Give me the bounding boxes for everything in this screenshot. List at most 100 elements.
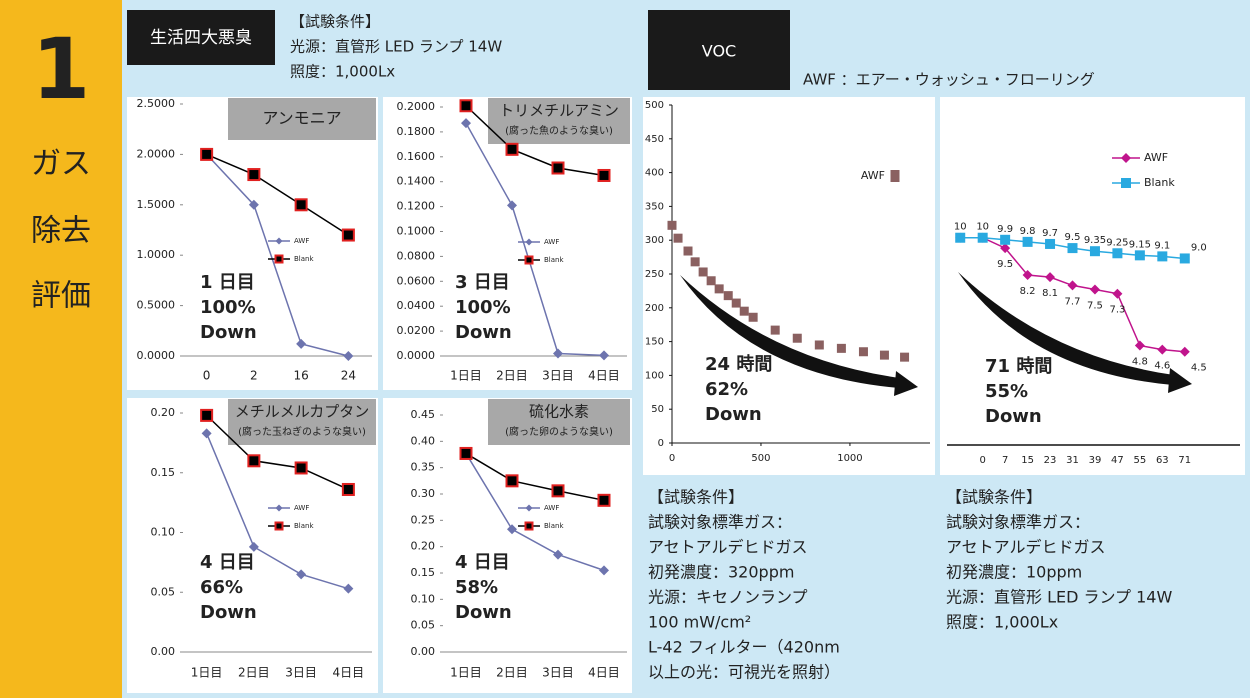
point [858, 347, 868, 357]
side-label: ガス [31, 147, 91, 182]
point [792, 333, 802, 343]
point [341, 482, 355, 496]
y-tick-label: 0.40 [411, 434, 436, 447]
x-tick-label: 2 [250, 369, 258, 383]
point [706, 276, 716, 286]
y-tick-label: 200 [645, 303, 664, 314]
chart-title: アンモニア [262, 109, 341, 128]
point [1000, 243, 1011, 254]
x-tick-label: 0 [669, 453, 675, 464]
y-tick-label: 450 [645, 134, 664, 145]
title-box [488, 98, 630, 144]
point [1045, 238, 1056, 249]
annotation: Down [455, 602, 512, 623]
x-tick-label: 31 [1066, 455, 1079, 466]
trend-arrow [680, 275, 900, 388]
legend-label: AWF [294, 237, 309, 245]
panel [383, 398, 632, 693]
x-tick-label: 3日目 [285, 666, 317, 680]
x-tick-label: 3日目 [542, 666, 574, 680]
side-band [0, 0, 122, 698]
point [200, 408, 214, 422]
y-tick-label: 0.15 [151, 466, 176, 479]
annotation: 1 日目 [200, 272, 255, 293]
x-tick-label: 1000 [837, 453, 862, 464]
series-line [465, 122, 605, 357]
point [814, 340, 824, 350]
y-tick-label: 0.05 [151, 585, 176, 598]
point [507, 524, 517, 535]
point [879, 350, 889, 360]
legend-marker [1121, 153, 1131, 163]
data-label: 9.15 [1129, 239, 1151, 250]
data-label: 10 [976, 222, 989, 233]
y-tick-label: 0.15 [411, 566, 436, 579]
y-tick-label: 0.1000 [397, 225, 436, 238]
annotation: 24 時間 [705, 354, 772, 375]
condition-line: 照度：1,000Lx [290, 63, 395, 81]
data-label: 9.5 [997, 259, 1013, 270]
condition-line: 試験対象標準ガス： [946, 513, 1090, 532]
header-title: 生活四大悪臭 [150, 28, 252, 48]
chart-subtitle: (腐った卵のような臭い) [505, 425, 613, 438]
x-tick-label: 16 [293, 369, 308, 383]
annotation: 3 日目 [455, 272, 510, 293]
x-tick-label: 15 [1021, 455, 1034, 466]
condition-line: L-42 フィルター（420nm [648, 638, 840, 657]
series-line [206, 414, 349, 491]
y-tick-label: 0.35 [411, 461, 436, 474]
point [731, 298, 741, 308]
y-tick-label: 0.20 [151, 406, 176, 419]
point [673, 233, 683, 243]
y-tick-label: 0.20 [411, 540, 436, 553]
y-tick-label: 0.25 [411, 513, 436, 526]
legend-label: Blank [294, 255, 314, 263]
data-label: 4.6 [1154, 361, 1170, 372]
data-label: 9.25 [1106, 237, 1128, 248]
point [505, 474, 519, 488]
chart-title: メチルメルカプタン [235, 403, 370, 421]
annotation: 100% [455, 297, 511, 318]
legend-label: AWF [1144, 151, 1168, 164]
annotation: Down [705, 404, 762, 425]
x-tick-label: 55 [1133, 455, 1146, 466]
header-box [648, 10, 790, 90]
point [1000, 234, 1011, 245]
point [247, 454, 261, 468]
title-box [488, 399, 630, 445]
annotation: 62% [705, 379, 748, 400]
point [1067, 280, 1078, 291]
point [551, 484, 565, 498]
x-tick-label: 1日目 [191, 666, 223, 680]
y-tick-label: 0.0400 [397, 299, 436, 312]
point [294, 461, 308, 475]
trend-arrow [958, 272, 1174, 385]
side-label: 評価 [31, 279, 91, 314]
data-label: 9.0 [1191, 242, 1207, 253]
data-label: 7.7 [1065, 296, 1081, 307]
panel [643, 97, 935, 475]
x-tick-label: 24 [341, 369, 356, 383]
point [294, 198, 308, 212]
annotation: 55% [985, 381, 1028, 402]
y-tick-label: 50 [651, 404, 664, 415]
y-tick-label: 0.0200 [397, 324, 436, 337]
point [1112, 288, 1123, 299]
data-label: 9.8 [1020, 226, 1036, 237]
data-label: 8.1 [1042, 288, 1058, 299]
header-note: AWF ：エアー・ウォッシュ・フローリング [803, 71, 1095, 89]
annotation: 71 時間 [985, 356, 1052, 377]
data-label: 9.7 [1042, 228, 1058, 239]
legend-label: Blank [544, 522, 564, 530]
legend-label: AWF [544, 504, 559, 512]
y-tick-label: 0.0800 [397, 249, 436, 262]
y-tick-label: 0.0000 [397, 349, 436, 362]
annotation: Down [200, 602, 257, 623]
x-tick-label: 63 [1156, 455, 1169, 466]
y-tick-label: 2.0000 [137, 147, 176, 160]
x-tick-label: 3日目 [542, 369, 574, 383]
point [723, 291, 733, 301]
series-line [465, 105, 605, 177]
x-tick-label: 39 [1089, 455, 1102, 466]
series-line [465, 452, 605, 502]
